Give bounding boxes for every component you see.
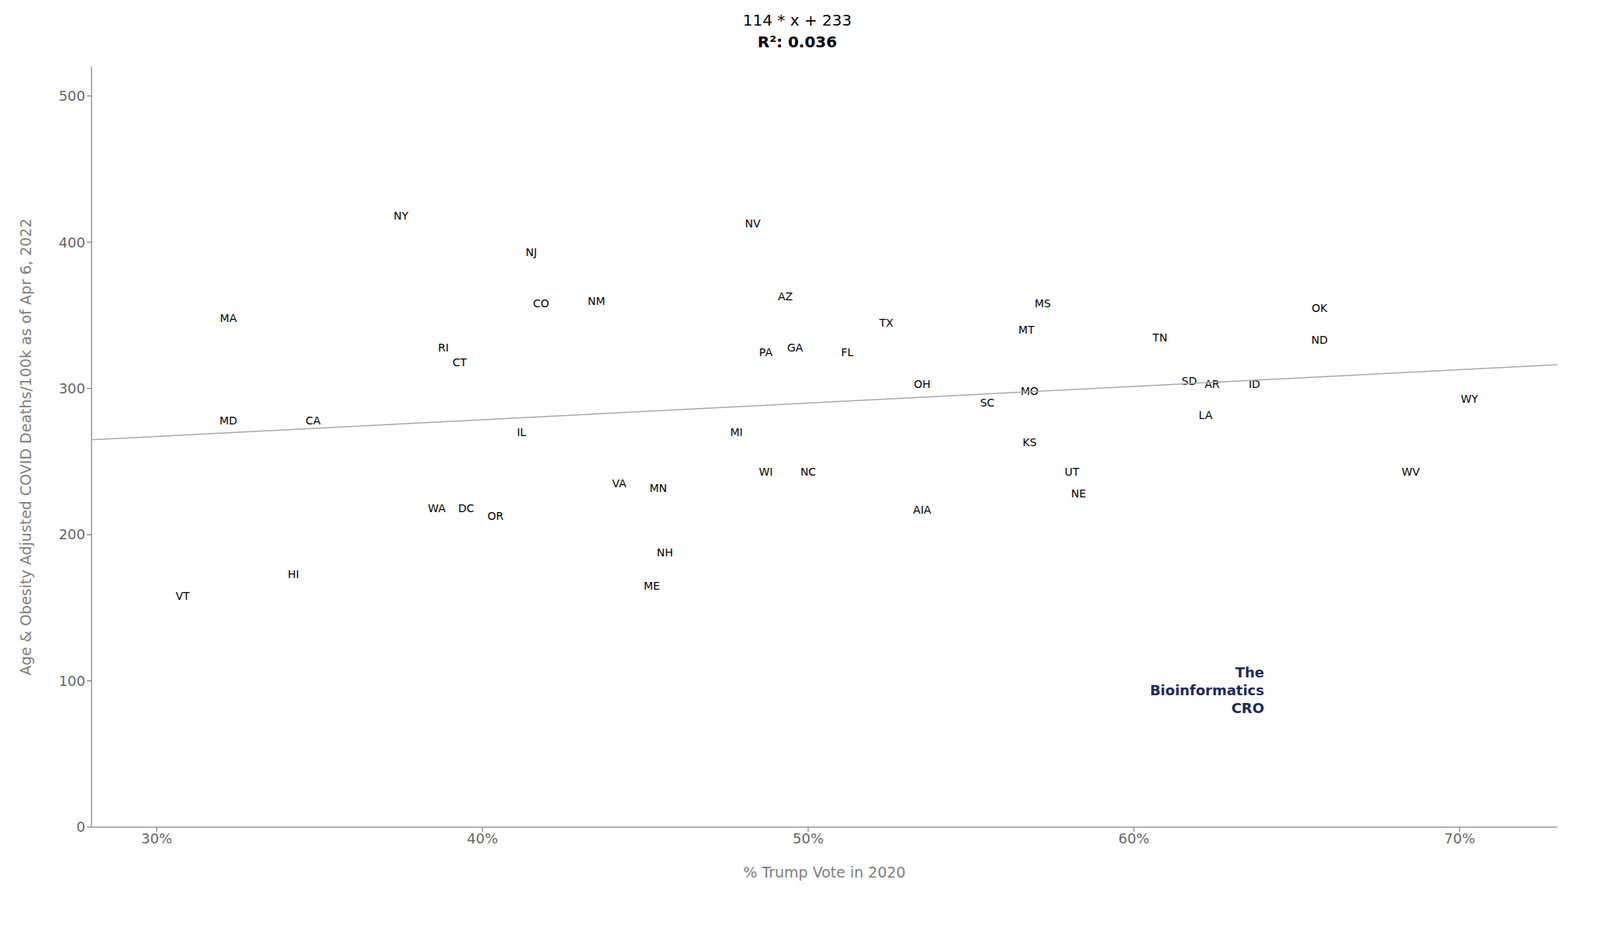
- svg-text:TX: TX: [878, 316, 895, 329]
- svg-text:WY: WY: [1460, 392, 1479, 405]
- svg-text:LA: LA: [1199, 408, 1213, 422]
- svg-text:200: 200: [58, 525, 86, 543]
- svg-text:% Trump Vote in 2020: % Trump Vote in 2020: [742, 863, 906, 881]
- svg-text:HI: HI: [287, 567, 300, 581]
- svg-text:ND: ND: [1311, 333, 1328, 346]
- svg-text:AR: AR: [1204, 377, 1220, 391]
- svg-text:NM: NM: [587, 294, 606, 308]
- svg-text:NY: NY: [393, 209, 408, 222]
- svg-text:WI: WI: [758, 465, 773, 478]
- svg-text:MS: MS: [1034, 297, 1051, 310]
- svg-text:VT: VT: [176, 589, 191, 602]
- svg-text:MI: MI: [729, 425, 743, 439]
- html-text:114 * x + 233: 114 * x + 233: [742, 10, 852, 30]
- svg-text:NE: NE: [1071, 487, 1086, 500]
- svg-text:MN: MN: [649, 481, 668, 495]
- svg-text:70%: 70%: [1444, 829, 1476, 847]
- svg-text:40%: 40%: [466, 829, 498, 847]
- svg-text:TN: TN: [1151, 331, 1168, 344]
- svg-text:CO: CO: [532, 297, 550, 310]
- svg-text:NH: NH: [656, 546, 674, 559]
- svg-text:WA: WA: [428, 501, 446, 515]
- svg-text:CA: CA: [305, 414, 322, 427]
- svg-text:PA: PA: [759, 345, 774, 359]
- svg-text:RI: RI: [438, 341, 450, 354]
- svg-text:FL: FL: [840, 345, 854, 359]
- svg-text:OH: OH: [913, 377, 931, 391]
- svg-text:ME: ME: [643, 579, 661, 592]
- svg-text:VA: VA: [611, 476, 627, 490]
- svg-text:KS: KS: [1022, 435, 1037, 449]
- svg-text:60%: 60%: [1118, 829, 1150, 847]
- svg-text:AIA: AIA: [912, 503, 932, 516]
- svg-text:30%: 30%: [141, 829, 173, 847]
- svg-text:OK: OK: [1311, 301, 1328, 315]
- svg-text:SD: SD: [1181, 374, 1198, 388]
- svg-text:Age & Obesity Adjusted COVID D: Age & Obesity Adjusted COVID Deaths/100k…: [17, 217, 35, 675]
- svg-text:NC: NC: [800, 465, 816, 478]
- svg-text:NV: NV: [745, 217, 761, 230]
- svg-text:DC: DC: [458, 501, 475, 515]
- svg-text:IL: IL: [516, 425, 526, 439]
- svg-text:50%: 50%: [792, 829, 824, 847]
- svg-text:0: 0: [76, 818, 86, 835]
- svg-text:MO: MO: [1020, 384, 1039, 398]
- svg-text:CT: CT: [452, 355, 467, 369]
- svg-text:WV: WV: [1401, 465, 1421, 478]
- svg-text:500: 500: [58, 87, 86, 104]
- svg-text:MT: MT: [1018, 323, 1035, 336]
- svg-text:GA: GA: [787, 341, 804, 354]
- svg-text:OR: OR: [487, 509, 504, 522]
- svg-text:MD: MD: [219, 414, 238, 427]
- svg-text:400: 400: [58, 234, 86, 251]
- html-text:R²: 0.036: R²: 0.036: [757, 32, 837, 52]
- html-text:The Bioinformatics CRO: The Bioinformatics CRO: [1149, 663, 1265, 717]
- svg-text:ID: ID: [1248, 377, 1261, 391]
- svg-text:100: 100: [58, 672, 86, 689]
- svg-text:UT: UT: [1064, 465, 1080, 478]
- svg-text:NJ: NJ: [525, 245, 538, 259]
- svg-text:SC: SC: [980, 396, 996, 409]
- svg-text:AZ: AZ: [777, 290, 793, 303]
- svg-text:MA: MA: [220, 311, 238, 325]
- svg-text:300: 300: [58, 380, 86, 397]
